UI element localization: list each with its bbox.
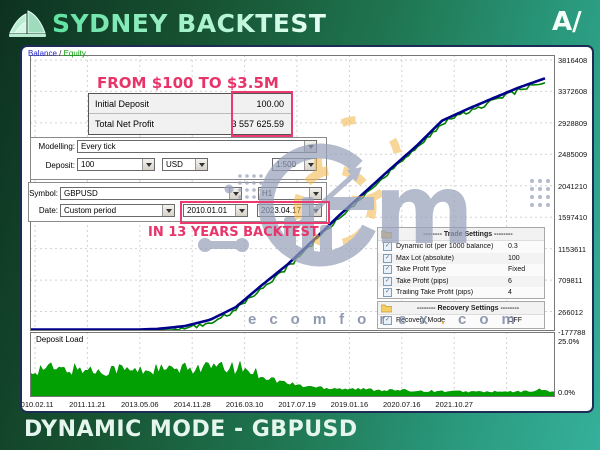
x-axis-label: 2011.11.21: [69, 400, 106, 409]
headline-annotation: FROM $100 TO $3.5M: [97, 74, 279, 92]
modelling-label: Modelling:: [38, 142, 75, 151]
dropdown-arrow-icon[interactable]: [304, 159, 316, 170]
legend-equity: Equity: [63, 49, 86, 58]
legend-balance: Balance: [28, 49, 57, 58]
app-title: SYDNEY BACKTEST: [52, 9, 327, 38]
deposit-label: Deposit:: [45, 161, 75, 170]
leverage-select[interactable]: 1:500: [272, 158, 317, 171]
legend-separator: /: [56, 49, 64, 58]
period-select[interactable]: H1: [258, 187, 322, 200]
y-axis-label: 1597410: [558, 213, 588, 223]
footer-title: DYNAMIC MODE - GBPUSD: [24, 417, 358, 442]
input-row: Take Profit (pips) 6: [378, 275, 544, 287]
x-axis-label: 2014.11.28: [173, 400, 211, 409]
y-axis-label: 2041210: [558, 181, 588, 191]
folder-icon: [381, 304, 392, 312]
date-from-select[interactable]: 2010.01.01: [183, 204, 248, 217]
report-window: Balance / Equity 3816408 3372608 2928809 24…: [20, 45, 594, 413]
y-axis-label: 266012: [558, 307, 584, 317]
x-axis-label: 2019.01.16: [330, 400, 369, 409]
checkbox-icon[interactable]: [383, 316, 392, 326]
y-axis-label: 2485009: [558, 150, 588, 160]
x-axis-label: 2010.02.11: [20, 400, 54, 409]
date-label: Date:: [38, 206, 58, 215]
input-row: Dynamic lot (per 1000 balance) 0.3: [378, 241, 544, 253]
table-row: Total Net Profit 3 557 625.59: [89, 114, 292, 134]
x-axis-label: 2013.05.06: [121, 400, 159, 409]
y-axis-label: 3372608: [558, 87, 588, 97]
dropdown-arrow-icon[interactable]: [195, 159, 207, 170]
symbol-label: Symbol:: [29, 189, 58, 198]
dropdown-arrow-icon[interactable]: [309, 188, 321, 199]
dropdown-arrow-icon[interactable]: [304, 141, 316, 152]
total-net-profit-label: Total Net Profit: [95, 119, 155, 129]
date-mode-select[interactable]: Custom period: [60, 204, 175, 217]
deposit-select[interactable]: 100: [77, 158, 155, 171]
x-axis-label: 2016.03.10: [225, 400, 264, 409]
checkbox-icon[interactable]: [383, 242, 392, 252]
deposit-load-max-label: 25.0%: [558, 337, 580, 346]
deposit-load-min-label: 0.0%: [558, 388, 576, 397]
deposit-load-title: Deposit Load: [36, 335, 84, 344]
checkbox-icon[interactable]: [383, 276, 392, 286]
dropdown-arrow-icon[interactable]: [229, 188, 241, 199]
x-axis-label: 2020.07.16: [383, 400, 421, 409]
input-row: Max Lot (absolute) 100: [378, 252, 544, 264]
modelling-select[interactable]: Every tick: [77, 140, 317, 153]
highlight-box-results: [231, 91, 293, 137]
currency-select[interactable]: USD: [162, 158, 208, 171]
brand-logo: A/: [552, 7, 582, 37]
y-axis-label: -177788: [558, 328, 586, 337]
opera-house-icon: [9, 10, 46, 37]
y-axis-label: 2928809: [558, 118, 588, 128]
checkbox-icon[interactable]: [383, 288, 392, 298]
y-axis-label: 3816408: [558, 56, 588, 65]
input-row: Trailing Take Profit (pips) 4: [378, 287, 544, 299]
initial-deposit-label: Initial Deposit: [95, 98, 150, 109]
table-row: Initial Deposit 100.00: [89, 94, 292, 114]
x-axis-label: 2017.07.19: [278, 400, 316, 409]
dropdown-arrow-icon[interactable]: [142, 159, 154, 170]
deposit-load-chart: [30, 332, 555, 397]
y-axis-label: 709811: [558, 276, 583, 286]
subnote-annotation: IN 13 YEARS BACKTEST: [148, 225, 319, 240]
input-row: Recovery Mode OFF: [378, 315, 544, 327]
trade-settings-header: -------- Trade Settings --------: [378, 228, 544, 241]
trade-settings-panel: -------- Trade Settings -------- Dynamic…: [377, 227, 545, 299]
checkbox-icon[interactable]: [383, 265, 392, 275]
x-axis-label: 2021.10.27: [435, 400, 473, 409]
folder-icon: [381, 230, 392, 238]
dropdown-arrow-icon[interactable]: [162, 205, 174, 216]
dropdown-arrow-icon[interactable]: [235, 205, 247, 216]
recovery-settings-header: -------- Recovery Settings --------: [378, 302, 544, 315]
input-row: Take Profit Type Fixed: [378, 264, 544, 276]
summary-table: Initial Deposit 100.00 Total Net Profit …: [88, 93, 293, 135]
highlight-box-dates: [180, 201, 330, 224]
total-net-profit-value: 3 557 625.59: [231, 119, 284, 129]
y-axis-label: 1153611: [558, 244, 587, 254]
symbol-select[interactable]: GBPUSD: [60, 187, 242, 200]
watermark-url: ecomforex.com: [248, 311, 528, 328]
initial-deposit-value: 100.00: [256, 98, 284, 109]
checkbox-icon[interactable]: [383, 253, 392, 263]
recovery-settings-panel: -------- Recovery Settings -------- Reco…: [377, 301, 545, 329]
chart-legend: Balance / Equity: [28, 49, 86, 58]
